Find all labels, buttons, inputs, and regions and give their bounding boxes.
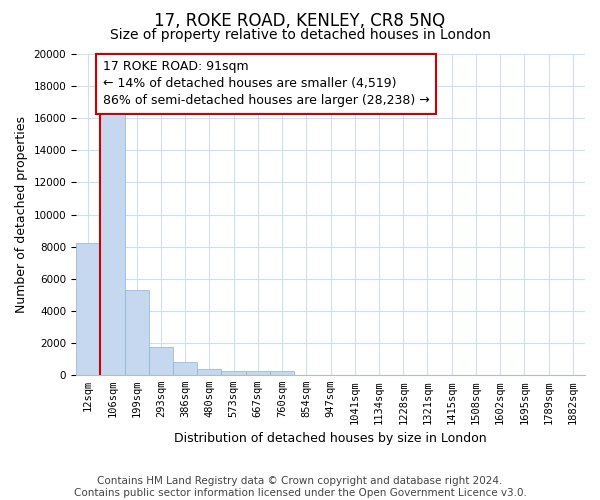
Bar [149,347,173,375]
X-axis label: Distribution of detached houses by size in London: Distribution of detached houses by size … [174,432,487,445]
Y-axis label: Number of detached properties: Number of detached properties [15,116,28,313]
Bar [125,290,149,375]
Bar [245,371,270,375]
Text: 17 ROKE ROAD: 91sqm
← 14% of detached houses are smaller (4,519)
86% of semi-det: 17 ROKE ROAD: 91sqm ← 14% of detached ho… [103,60,430,108]
Bar [173,362,197,375]
Text: Size of property relative to detached houses in London: Size of property relative to detached ho… [110,28,490,42]
Text: Contains HM Land Registry data © Crown copyright and database right 2024.
Contai: Contains HM Land Registry data © Crown c… [74,476,526,498]
Bar [76,244,100,375]
Bar [221,371,245,375]
Bar [100,108,125,375]
Text: 17, ROKE ROAD, KENLEY, CR8 5NQ: 17, ROKE ROAD, KENLEY, CR8 5NQ [154,12,446,30]
Bar [197,370,221,375]
Bar [270,371,294,375]
